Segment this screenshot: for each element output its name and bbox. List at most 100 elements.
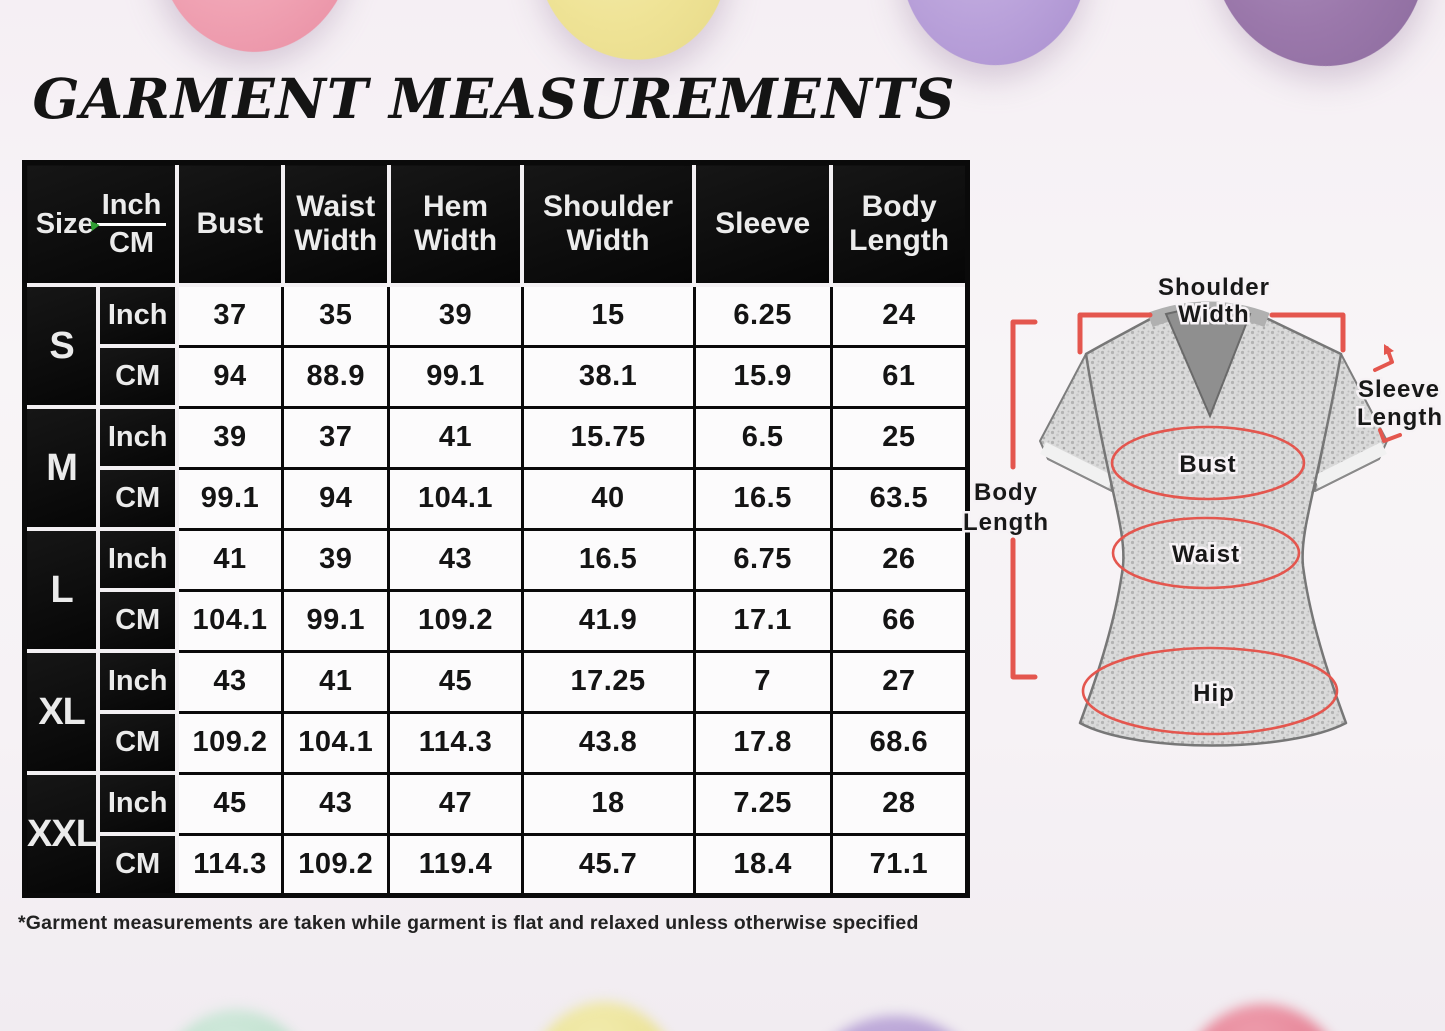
unit-cell-cm: CM [96, 344, 180, 409]
shoulder-width-bracket-left [1077, 312, 1153, 355]
body-length-label-line1: Body [974, 479, 1038, 506]
measurement-value-cell: 18 [520, 771, 696, 836]
measurement-value-cell: 39 [175, 405, 285, 470]
size-row-xl-cm: CM 109.2 104.1 114.3 43.8 17.8 68.6 [25, 710, 970, 775]
column-header-hem-width: Hem Width [386, 160, 525, 287]
yellow-egg-decoration-bottom [520, 1002, 688, 1031]
measurement-value-cell: 104.1 [175, 588, 285, 653]
measurement-value-cell: 39 [280, 527, 391, 592]
measurement-value-cell: 88.9 [280, 344, 391, 409]
measurement-value-cell: 6.5 [692, 405, 833, 470]
measurement-value-cell: 43.8 [520, 710, 696, 775]
header-row: Size Inch CM Bust Waist Width Hem Width … [22, 160, 970, 287]
waist-ellipse [1111, 516, 1301, 590]
size-label-xl: XL [22, 649, 101, 775]
measurement-value-cell: 109.2 [280, 832, 391, 897]
column-header-waist-width: Waist Width [280, 160, 391, 287]
measurement-value-cell: 104.1 [280, 710, 391, 775]
cm-header-label: CM [108, 226, 155, 259]
bust-label: Bust [1179, 451, 1236, 478]
measurement-value-cell: 45.7 [520, 832, 696, 897]
lilac-egg-decoration [889, 0, 1103, 76]
body-length-bracket-bottom [1010, 537, 1038, 680]
size-row-s-inch: S Inch 37 35 39 15 6.25 24 [22, 283, 970, 409]
measurement-value-cell: 41 [387, 405, 524, 470]
measurement-value-cell: 68.6 [829, 710, 970, 775]
bust-ellipse [1110, 425, 1306, 501]
unit-cell-inch: Inch [96, 527, 180, 592]
measurement-value-cell: 45 [387, 649, 524, 714]
measurement-value-cell: 41 [280, 649, 391, 714]
measurement-value-cell: 94 [280, 466, 391, 531]
size-label-l: L [22, 527, 101, 653]
measurement-value-cell: 99.1 [280, 588, 391, 653]
measurement-value-cell: 41 [175, 527, 285, 592]
measurement-value-cell: 71.1 [829, 832, 970, 897]
measurement-value-cell: 66 [829, 588, 970, 653]
unit-cell-cm: CM [96, 466, 180, 531]
unit-cell-cm: CM [96, 832, 180, 898]
measurement-value-cell: 94 [175, 344, 285, 409]
measurement-value-cell: 15 [520, 283, 696, 348]
measurement-value-cell: 119.4 [387, 832, 524, 897]
size-row-s-cm: CM 94 88.9 99.1 38.1 15.9 61 [25, 344, 970, 409]
measurement-value-cell: 15.9 [692, 344, 833, 409]
measurement-value-cell: 43 [175, 649, 285, 714]
measurement-value-cell: 114.3 [387, 710, 524, 775]
measurement-value-cell: 17.1 [692, 588, 833, 653]
size-row-m-cm: CM 99.1 94 104.1 40 16.5 63.5 [25, 466, 970, 531]
body-length-label-line2: Length [963, 509, 1049, 536]
size-row-xxl-inch: XXL Inch 45 43 47 18 7.25 28 [22, 771, 970, 898]
hip-label: Hip [1193, 680, 1235, 707]
corner-header-cell: Size Inch CM [22, 160, 180, 287]
size-row-m-inch: M Inch 39 37 41 15.75 6.5 25 [22, 405, 970, 531]
measurement-value-cell: 109.2 [387, 588, 524, 653]
column-header-sleeve: Sleeve [692, 160, 834, 287]
measurement-value-cell: 37 [175, 283, 285, 348]
inch-header-label: Inch [96, 190, 167, 226]
unit-cell-inch: Inch [96, 283, 180, 348]
yellow-egg-decoration [529, 0, 735, 67]
size-row-l-cm: CM 104.1 99.1 109.2 41.9 17.1 66 [25, 588, 970, 653]
unit-cell-cm: CM [96, 588, 180, 653]
size-row-l-inch: L Inch 41 39 43 16.5 6.75 26 [22, 527, 970, 653]
footnote: *Garment measurements are taken while ga… [18, 912, 919, 934]
page-title: GARMENT MEASUREMENTS [32, 66, 956, 131]
shirt-illustration [1039, 301, 1388, 747]
measurement-value-cell: 16.5 [692, 466, 833, 531]
size-label-s: S [22, 283, 101, 409]
size-label-xxl: XXL [22, 771, 101, 898]
measurement-value-cell: 6.75 [692, 527, 833, 592]
column-header-bust: Bust [175, 160, 285, 287]
pink-egg-decoration [137, 0, 381, 72]
measurement-value-cell: 39 [387, 283, 524, 348]
purple-egg-decoration [1190, 0, 1444, 83]
purple-egg-decoration-bottom [795, 1016, 995, 1031]
measurement-value-cell: 43 [387, 527, 524, 592]
size-row-xxl-cm: CM 114.3 109.2 119.4 45.7 18.4 71.1 [25, 832, 970, 898]
measurement-value-cell: 28 [829, 771, 970, 836]
measurement-value-cell: 6.25 [692, 283, 833, 348]
measurement-value-cell: 114.3 [175, 832, 285, 897]
measurement-value-cell: 41.9 [520, 588, 696, 653]
measurement-value-cell: 15.75 [520, 405, 696, 470]
left-cuff-band [1040, 442, 1114, 488]
measurement-value-cell: 7.25 [692, 771, 833, 836]
measurement-value-cell: 7 [692, 649, 833, 714]
measurement-value-cell: 40 [520, 466, 696, 531]
shoulder-width-label-line2: Width [1178, 301, 1249, 328]
right-cuff-band [1313, 442, 1387, 488]
measurement-value-cell: 63.5 [829, 466, 970, 531]
measurement-value-cell: 99.1 [175, 466, 285, 531]
right-cuff-edge [1314, 458, 1380, 492]
garment-diagram: Shoulder Width Sleeve Length Body Length… [961, 272, 1444, 747]
measurement-value-cell: 104.1 [387, 466, 524, 531]
measurement-value-cell: 37 [280, 405, 391, 470]
measurement-value-cell: 43 [280, 771, 391, 836]
measurement-value-cell: 99.1 [387, 344, 524, 409]
left-cuff-edge [1047, 458, 1113, 492]
measurement-value-cell: 38.1 [520, 344, 696, 409]
neck-notch [1164, 307, 1252, 419]
measurement-value-cell: 25 [829, 405, 970, 470]
